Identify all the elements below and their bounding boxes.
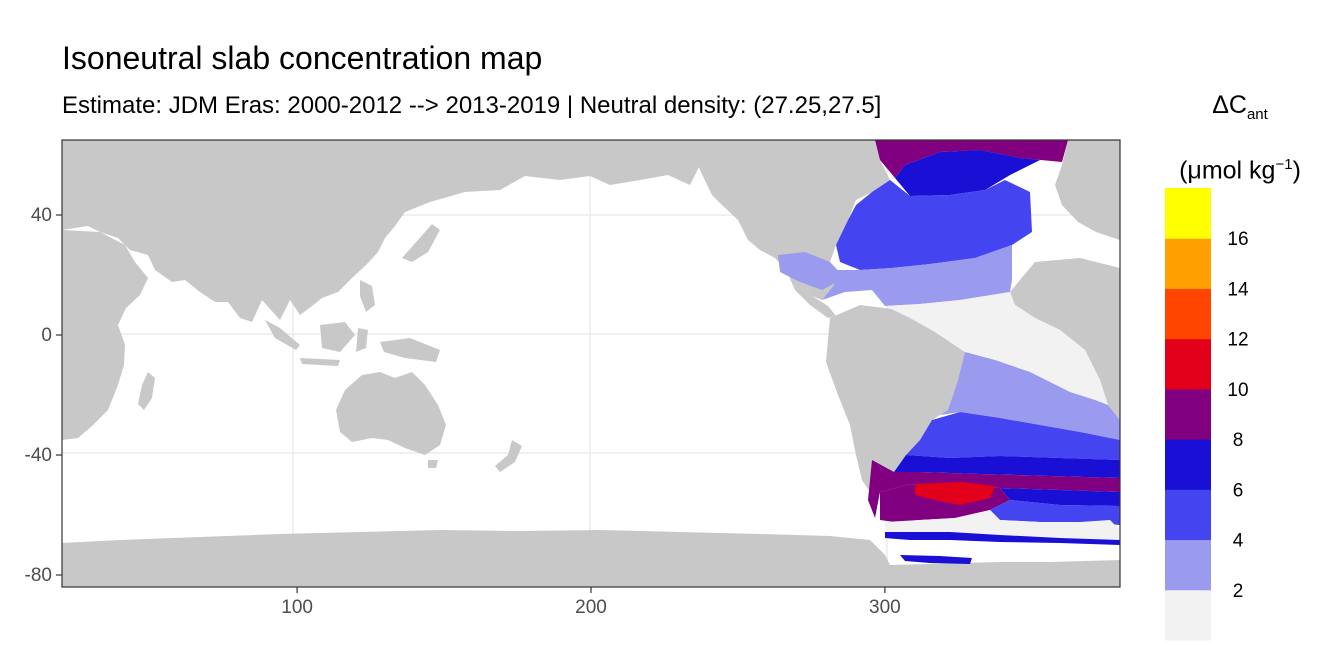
y-tick-label: 0 [41,325,52,346]
y-axis: 40 0 -40 -80 [25,205,62,586]
land-sumatra [265,320,300,350]
legend-colorbar [1165,188,1211,641]
band-na-lightblue [822,245,1012,306]
legend-unit-exponent: −1 [1275,156,1293,173]
legend-title-variable: ΔCant [1155,80,1325,140]
band-sa-darkblue [894,455,1120,478]
legend-labels: 2 4 6 8 10 12 14 16 [1227,229,1249,602]
band-so-white [885,510,1120,540]
band-weddell-darkblue [885,532,1120,545]
band-na-blue [836,180,1032,270]
land-north-america [690,140,890,300]
band-so-blue [990,500,1120,525]
legend-break-label: 2 [1233,581,1244,602]
y-tick-label: -80 [25,565,52,586]
land-java [300,358,340,366]
page-subtitle: Estimate: JDM Eras: 2000-2012 --> 2013-2… [62,92,882,119]
land-madagascar [138,372,155,410]
band-so-red [915,482,995,505]
band-so-purple [868,460,1120,518]
legend-swatch [1165,489,1211,541]
x-tick-label: 100 [281,597,313,618]
x-tick-label: 200 [575,597,607,618]
land-japan [402,224,440,262]
legend-break-label: 14 [1227,279,1249,300]
band-tropical-white [885,292,1108,405]
legend-unit: (μmol kg [1179,156,1276,185]
legend-unit-close: ) [1292,156,1301,185]
legend-swatch [1165,338,1211,390]
band-sa-blue [906,412,1120,460]
legend-title: ΔCant (μmol kg−1) [1155,80,1325,195]
legend-swatch [1165,288,1211,340]
land-south-america [826,305,965,495]
legend-break-label: 12 [1227,330,1248,351]
legend-swatch [1165,388,1211,440]
band-sa-lightblue [940,352,1120,440]
page-title: Isoneutral slab concentration map [62,40,543,76]
land-sulawesi [356,328,368,352]
legend-break-label: 6 [1233,480,1244,501]
land-australia [336,372,446,455]
land-antarctica [62,530,1120,587]
legend-break-label: 4 [1233,531,1244,552]
band-na-darkblue [895,150,1040,196]
legend-swatch [1165,439,1211,490]
legend-swatch [1165,188,1211,239]
x-tick-label: 300 [869,597,901,618]
y-tick-label: 40 [31,205,52,226]
band-so-darkblue2 [1000,488,1120,506]
legend-break-label: 8 [1233,430,1244,451]
land-new-zealand [495,440,522,472]
land-borneo [320,322,355,352]
land-africa [62,230,148,440]
legend-swatch [1165,238,1211,289]
legend-subscript: ant [1246,106,1268,123]
y-tick-label: -40 [25,445,52,466]
land-new-guinea [380,338,440,362]
land-eurasia [62,140,700,322]
concentration-bands [778,140,1120,564]
band-weddell-south [900,555,972,564]
land-europe-east [1055,140,1120,240]
legend-swatch [1165,589,1211,641]
land-africa-east [1010,258,1120,420]
land-tasmania [428,460,438,468]
band-caribbean [778,252,845,290]
legend-symbol: ΔC [1212,91,1247,119]
x-axis: 100 200 300 [281,587,901,618]
legend-break-label: 16 [1227,229,1248,250]
land-philippines [360,280,375,312]
band-na-purple [875,140,1068,178]
legend-break-label: 10 [1227,380,1248,401]
land-central-america [786,270,836,318]
legend-title-unit: (μmol kg−1) [1155,140,1325,195]
legend-swatch [1165,539,1211,591]
